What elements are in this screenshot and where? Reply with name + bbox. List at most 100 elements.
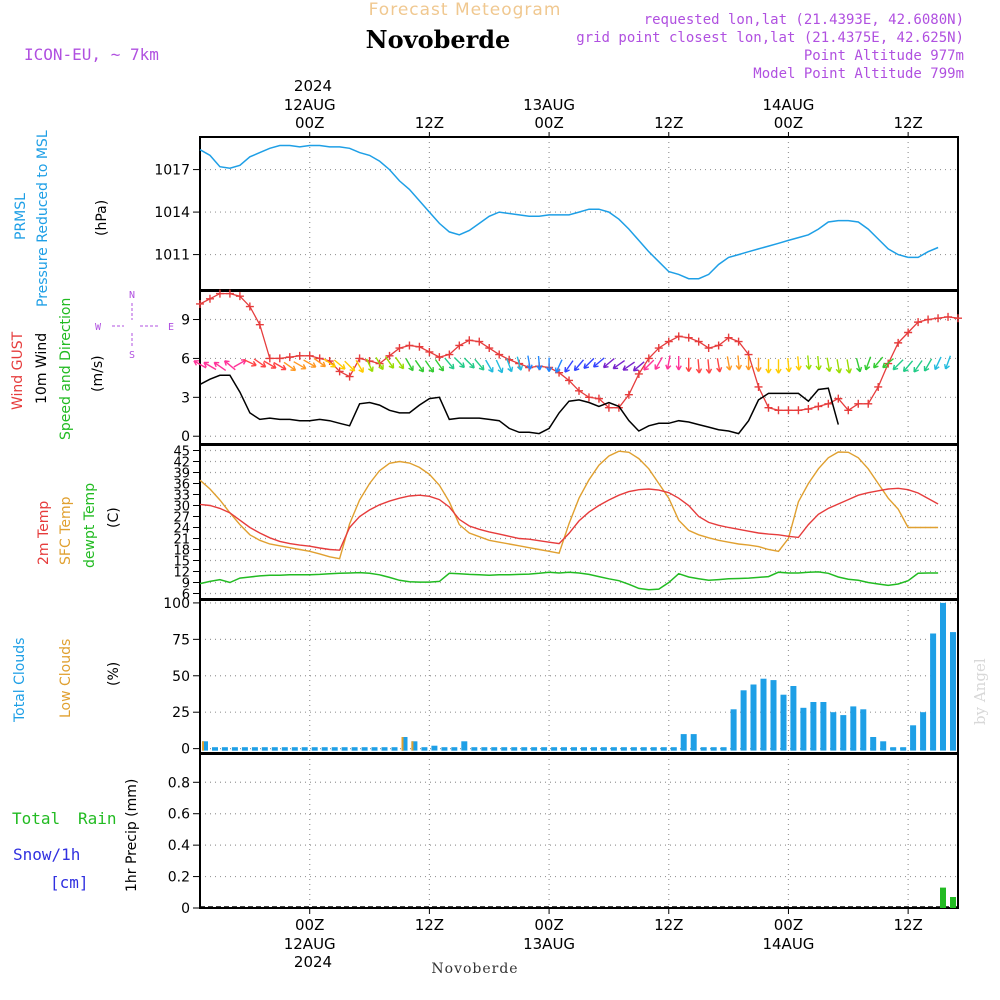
y-tick-label: 0.6	[168, 807, 190, 823]
wind-arrow	[394, 356, 405, 370]
snow-label: Snow/1h	[13, 845, 80, 864]
gust-marker	[814, 402, 823, 411]
gust-marker	[415, 342, 424, 351]
rain-bar	[940, 887, 946, 908]
gust-marker	[235, 292, 244, 301]
total-cloud-bar	[481, 747, 488, 751]
panel-pressure: 1011 1014 1017	[154, 136, 959, 291]
total-cloud-bar	[700, 747, 707, 751]
y-tick-label: 33	[173, 489, 190, 504]
total-cloud-bar	[860, 709, 867, 751]
top-date-label: 14AUG	[762, 96, 814, 114]
wind-arrow	[434, 359, 445, 372]
total-cloud-bar	[770, 680, 777, 751]
gust-marker	[944, 312, 953, 321]
top-hour-label: 00Z	[534, 114, 563, 132]
wind-arrow	[665, 355, 672, 370]
wind-label: 10m Wind	[34, 333, 50, 404]
gust-marker	[844, 406, 853, 415]
wind-arrow	[735, 355, 743, 370]
total-cloud-bar	[331, 747, 338, 751]
y-tick-label: 0.4	[168, 838, 190, 854]
gust-marker	[425, 347, 434, 356]
pressure-line	[199, 144, 939, 280]
top-hour-label: 00Z	[295, 114, 324, 132]
total-cloud-bar	[261, 747, 268, 751]
wind-arrow	[892, 359, 904, 371]
wind-arrow	[825, 357, 833, 373]
compass-north: N	[129, 290, 135, 301]
wind-arrow	[805, 355, 812, 370]
gust-marker	[455, 341, 464, 350]
y-tick-label: 9	[181, 313, 190, 329]
wind-arrow	[643, 359, 655, 371]
speed-direction-label: Speed and Direction	[58, 298, 74, 440]
wind-arrow	[675, 356, 682, 371]
wind-arrow	[355, 359, 364, 374]
gust-marker	[714, 341, 723, 350]
gust-marker	[445, 350, 454, 359]
total-cloud-bar	[391, 747, 398, 751]
y-tick-label: 45	[173, 445, 190, 460]
y-tick-label: 39	[173, 467, 190, 482]
wind-arrow	[554, 359, 563, 373]
gust-marker	[804, 404, 813, 413]
y-tick-label: 9	[182, 577, 190, 592]
wind-arrow	[263, 360, 277, 369]
total-cloud-bar	[491, 747, 498, 751]
total-cloud-bar	[561, 747, 567, 751]
y-tick-label: 1014	[154, 205, 190, 221]
sfc-temp-line	[199, 450, 939, 560]
gust-marker	[634, 369, 643, 378]
gust-marker	[864, 399, 873, 408]
total-cloud-bar	[850, 706, 857, 751]
y-tick-label: 15	[173, 555, 190, 570]
y-tick-label: 100	[163, 596, 190, 612]
t2m-label: 2m Temp	[36, 501, 52, 565]
total-cloud-bar	[591, 747, 597, 751]
gust-marker	[565, 376, 574, 385]
wind-arrow	[923, 358, 933, 372]
wind-arrow	[485, 359, 494, 373]
wind-arrow	[375, 357, 384, 371]
total-cloud-bar	[830, 712, 837, 751]
low-cloud-bar	[202, 741, 204, 751]
gust-marker	[295, 351, 304, 360]
wind-unit: (m/s)	[90, 355, 106, 392]
wind-arrow	[453, 357, 465, 369]
bottom-date-label: 12AUG	[284, 935, 336, 953]
total-cloud-bar	[511, 747, 518, 751]
bottom-hour-label: 12Z	[893, 916, 922, 934]
total-cloud-bar	[291, 747, 298, 751]
wind-arrow	[815, 356, 822, 371]
wind-arrow	[365, 358, 374, 373]
total-cloud-bar	[421, 747, 428, 751]
gust-marker	[584, 393, 593, 402]
gust-marker	[734, 337, 743, 346]
total-cloud-bar	[551, 747, 558, 751]
wind-arrow	[474, 358, 485, 371]
y-tick-label: 0	[181, 742, 190, 758]
location-title: Novoberde	[366, 25, 511, 54]
total-cloud-bar	[640, 747, 647, 751]
wind-arrow	[705, 359, 713, 374]
total-cloud-bar	[880, 741, 887, 751]
gust-marker	[854, 399, 863, 408]
y-tick-label: 0	[181, 901, 190, 917]
gridpoint-coords: grid point closest lon,lat (21.4375E, 42…	[576, 30, 964, 46]
total-cloud-bar	[531, 747, 538, 751]
wind-arrow	[775, 359, 782, 374]
total-cloud-bar	[870, 737, 877, 751]
gust-marker	[575, 386, 583, 395]
total-cloud-bar	[471, 747, 478, 751]
total-cloud-bar	[690, 734, 697, 751]
gust-marker	[485, 344, 494, 353]
gust-marker	[335, 367, 344, 376]
y-tick-label: 18	[173, 544, 190, 559]
wind-arrow	[344, 360, 356, 372]
wind-arrow	[444, 357, 455, 370]
sfc-temp-label: SFC Temp	[58, 496, 74, 565]
wind-arrow	[864, 356, 872, 371]
y-tick-label: 1017	[154, 163, 190, 179]
